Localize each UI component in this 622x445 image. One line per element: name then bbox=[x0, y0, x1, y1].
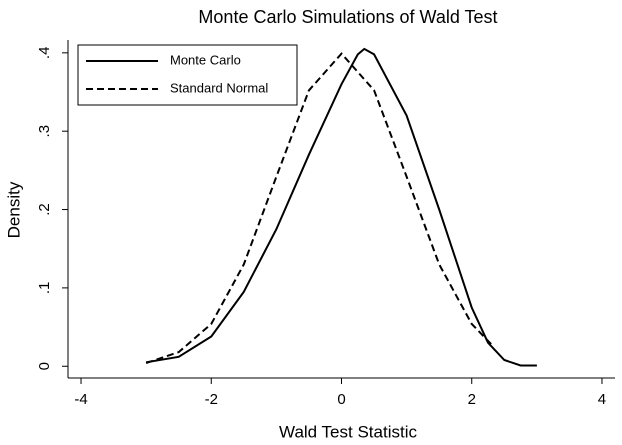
y-tick-label: .1 bbox=[36, 282, 53, 295]
legend-box bbox=[77, 44, 298, 106]
x-tick-label: 0 bbox=[337, 391, 345, 408]
y-tick-label: .3 bbox=[36, 125, 53, 138]
y-tick-label: .4 bbox=[36, 47, 53, 60]
series-line bbox=[145, 47, 537, 367]
x-axis-label: Wald Test Statistic bbox=[279, 422, 417, 441]
y-axis-label: Density bbox=[4, 181, 23, 238]
x-tick-label: -2 bbox=[205, 391, 218, 408]
x-tick-label: 2 bbox=[468, 391, 476, 408]
legend-label: Standard Normal bbox=[170, 80, 268, 95]
y-tick-label: .2 bbox=[36, 203, 53, 216]
x-tick-label: 4 bbox=[598, 391, 606, 408]
chart-title: Monte Carlo Simulations of Wald Test bbox=[198, 7, 497, 27]
series-line bbox=[145, 52, 493, 365]
legend-label: Monte Carlo bbox=[170, 52, 241, 67]
y-tick-label: 0 bbox=[36, 362, 53, 370]
x-tick-label: -4 bbox=[74, 391, 87, 408]
